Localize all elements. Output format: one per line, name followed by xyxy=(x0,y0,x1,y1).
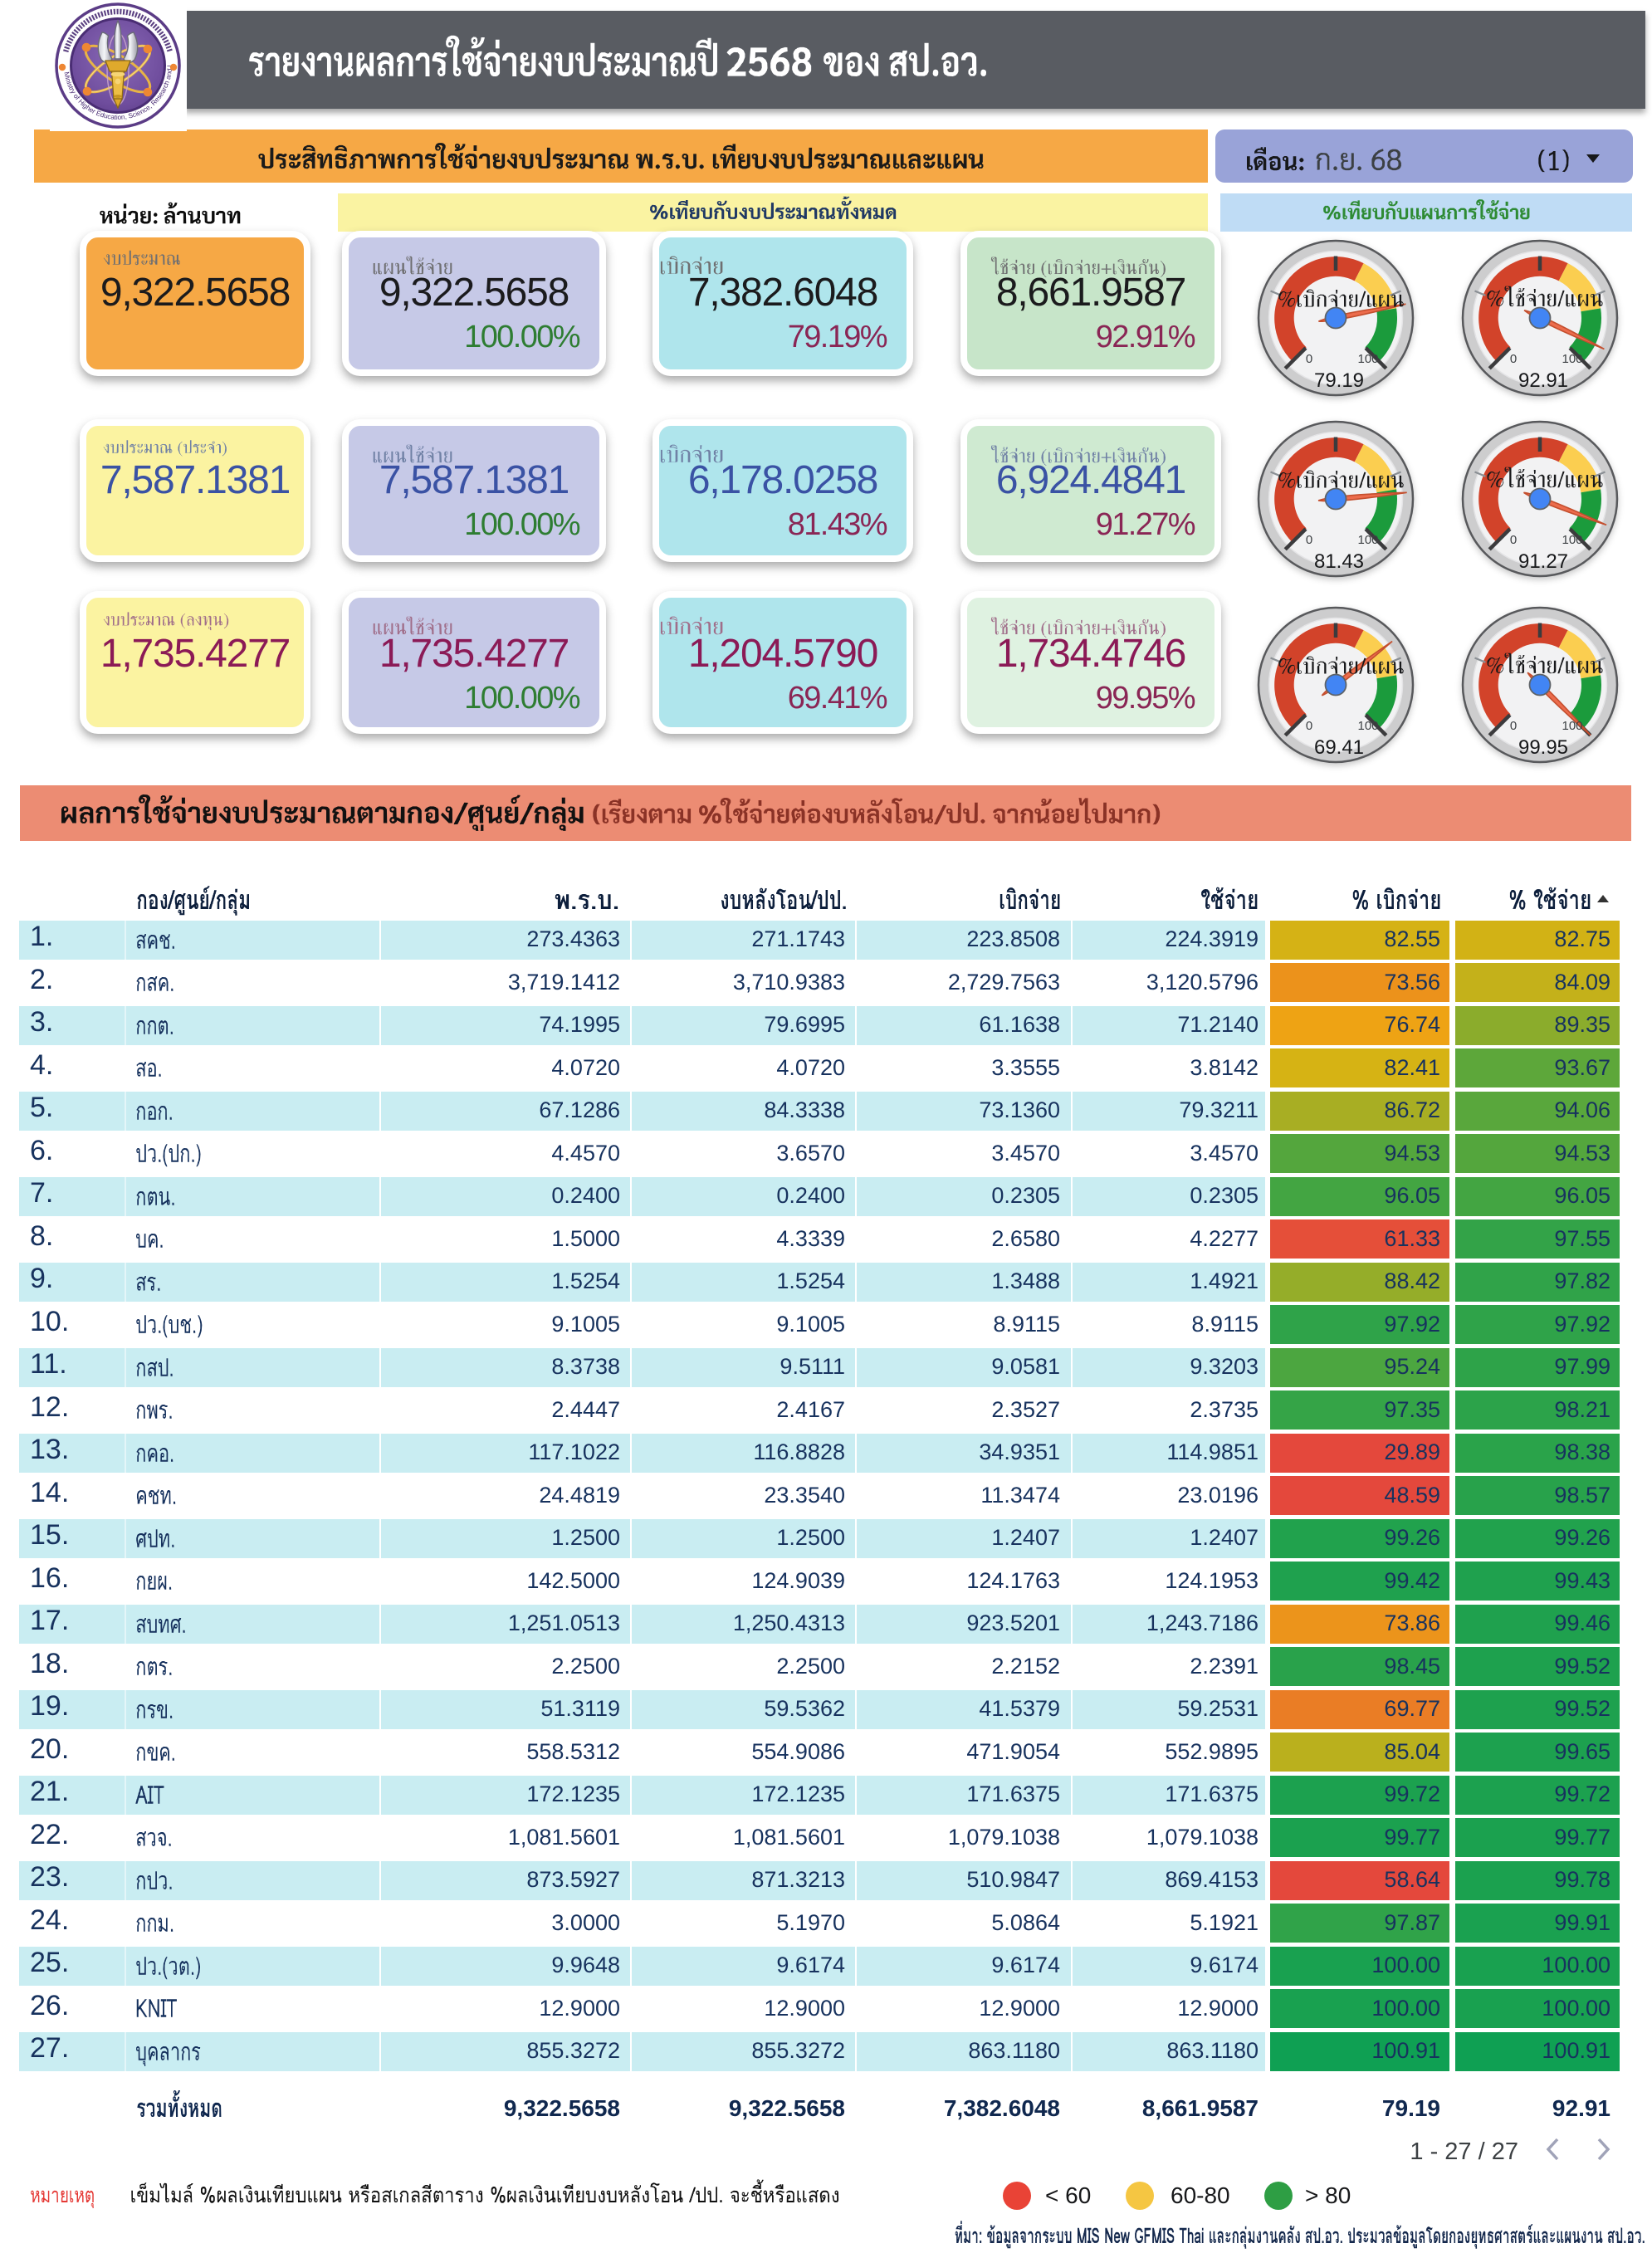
svg-text:79.19: 79.19 xyxy=(1314,369,1364,392)
svg-text:100: 100 xyxy=(1562,352,1582,366)
svg-text:69.41: 69.41 xyxy=(1314,736,1364,759)
svg-text:99.95: 99.95 xyxy=(1518,736,1568,759)
svg-text:0: 0 xyxy=(1306,533,1312,547)
svg-text:100: 100 xyxy=(1562,533,1582,547)
svg-text:0: 0 xyxy=(1510,533,1517,547)
svg-text:0: 0 xyxy=(1510,352,1517,366)
svg-text:81.43: 81.43 xyxy=(1314,550,1364,573)
svg-text:0: 0 xyxy=(1510,719,1517,733)
svg-text:91.27: 91.27 xyxy=(1518,550,1568,573)
svg-text:92.91: 92.91 xyxy=(1518,369,1568,392)
svg-text:100: 100 xyxy=(1357,533,1378,547)
svg-text:100: 100 xyxy=(1562,719,1582,733)
svg-text:0: 0 xyxy=(1306,352,1312,366)
svg-text:100: 100 xyxy=(1357,719,1378,733)
svg-text:100: 100 xyxy=(1357,352,1378,366)
svg-text:0: 0 xyxy=(1306,719,1312,733)
